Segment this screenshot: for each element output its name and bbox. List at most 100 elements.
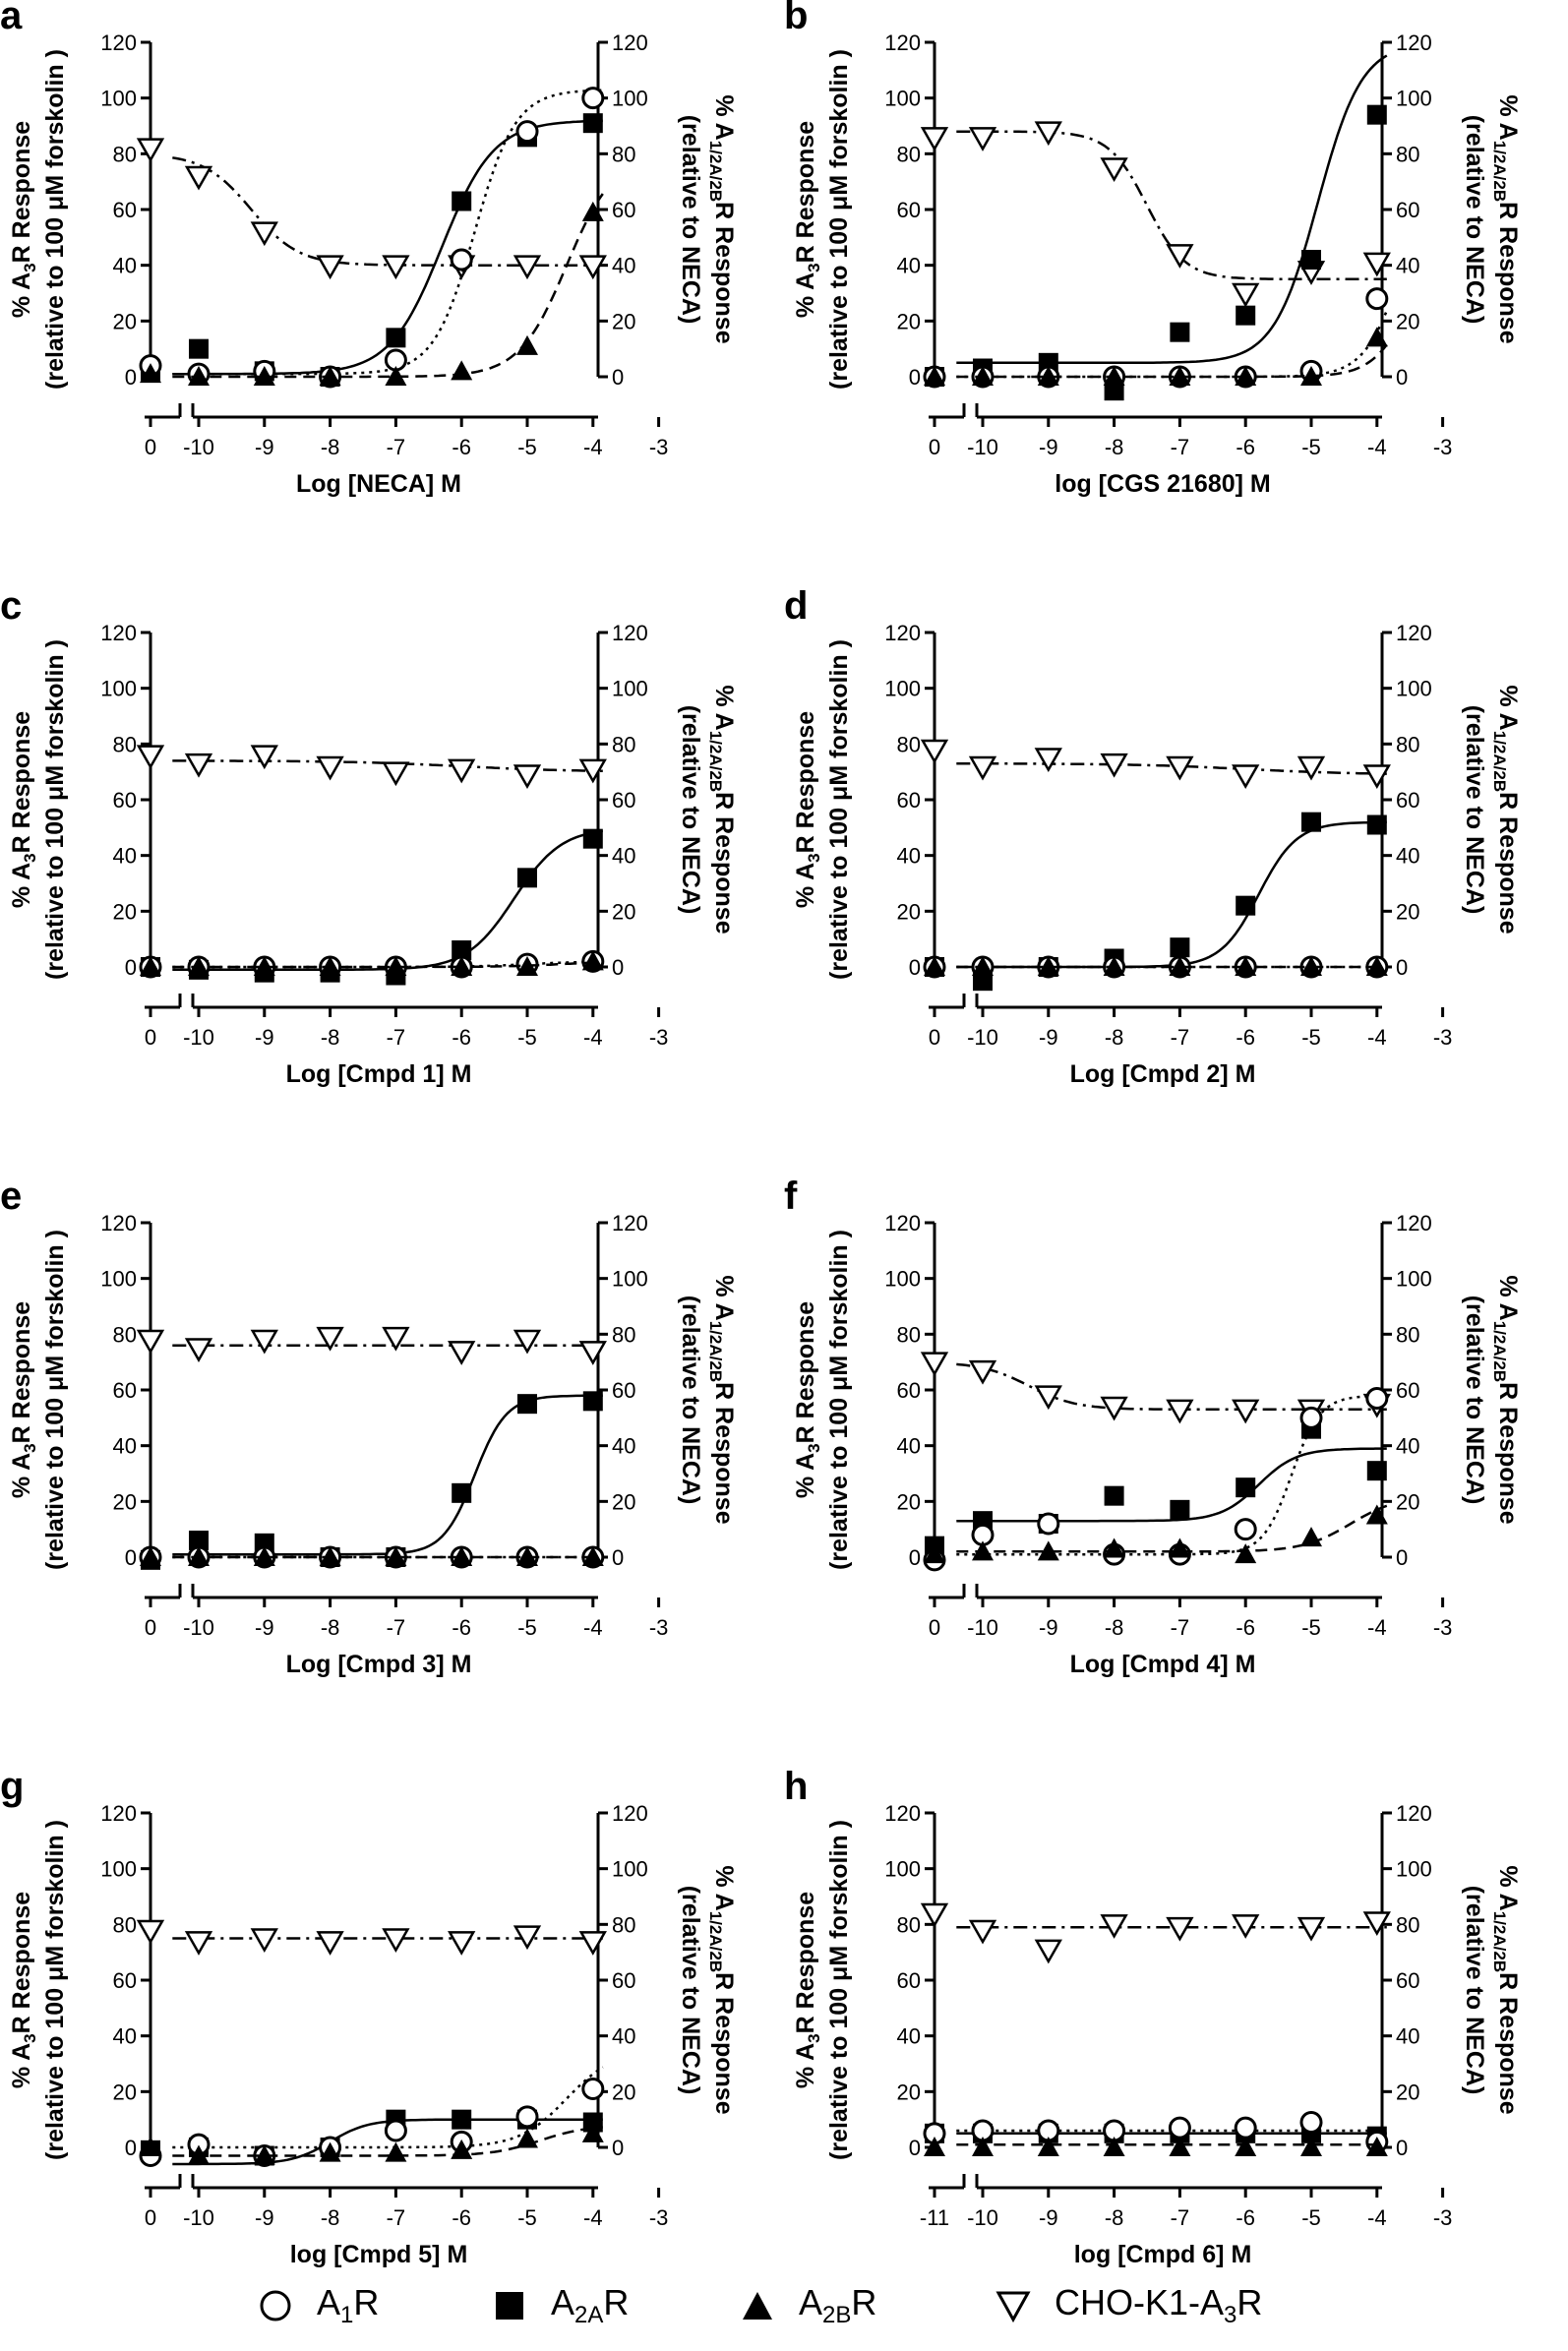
x-tick-label: -4 xyxy=(583,435,603,459)
x-tick-label: -10 xyxy=(967,1615,998,1640)
right-axis-title-line1: % A1/2A/2BR Response xyxy=(706,685,738,934)
left-y-tick-label: 80 xyxy=(897,1322,921,1347)
chart-svg: 0 20 40 60 80 100 120 0 20 40 60 80 100 120 0 -10 -9 -8 -7… xyxy=(8,621,738,1088)
right-axis-title-line2: (relative to NECA) xyxy=(1461,705,1488,915)
x-axis-label: Log [Cmpd 4] M xyxy=(1070,1651,1256,1678)
left-y-tick-label: 80 xyxy=(113,732,137,756)
data-point-a2br xyxy=(1103,366,1125,386)
data-point-a2br xyxy=(1103,1537,1125,1558)
left-axis-title-line2: (relative to 100 μM forskolin ) xyxy=(825,49,853,390)
left-y-tick-label: 40 xyxy=(113,2024,137,2049)
left-y-tick-label: 0 xyxy=(125,2136,137,2160)
left-axis-title: % A3R Response (relative to 100 μM forsko… xyxy=(792,639,853,980)
left-y-tick-label: 120 xyxy=(884,1211,921,1236)
right-y-tick-label: 120 xyxy=(612,30,648,55)
data-point-a2br xyxy=(1169,366,1191,386)
left-y-tick-label: 20 xyxy=(113,899,137,924)
data-point-a1r xyxy=(1234,2116,1257,2140)
control-point-a2br xyxy=(924,366,945,386)
left-axis-title-line1: % A3R Response xyxy=(792,711,823,908)
x-tick-label: -11 xyxy=(920,2205,949,2230)
left-axis-title-line2: (relative to 100 μM forskolin ) xyxy=(825,1230,853,1570)
data-point-a1r xyxy=(1234,1518,1257,1541)
right-y-tick-label: 20 xyxy=(612,1489,635,1514)
left-y-tick-label: 0 xyxy=(909,2136,921,2160)
right-y-tick-label: 40 xyxy=(612,1434,635,1459)
right-y-tick-label: 0 xyxy=(612,2136,624,2160)
left-y-tick-label: 20 xyxy=(897,309,921,333)
x-tick-label: -5 xyxy=(517,1025,537,1050)
data-point-a1r xyxy=(1365,287,1389,311)
legend: A1R A2AR A2BR CHO-K1-A3R xyxy=(0,2270,1568,2341)
x-tick-label: -6 xyxy=(452,1025,471,1050)
x-tick-label: -7 xyxy=(387,2205,406,2230)
right-axis-title-line1: % A1/2A/2BR Response xyxy=(1490,94,1522,343)
data-point-a2br xyxy=(972,956,994,976)
x-tick-label: -7 xyxy=(1171,2205,1190,2230)
data-point-a2br xyxy=(1235,366,1257,386)
right-y-tick-label: 80 xyxy=(1396,732,1419,756)
data-point-a2br xyxy=(1169,1537,1191,1558)
fit-curve-cho-k1-a3r xyxy=(956,130,1387,281)
x-tick-label: -3 xyxy=(1433,435,1453,459)
left-y-tick-label: 120 xyxy=(884,621,921,645)
right-axis-title: % A1/2A/2BR Response(relative to NECA) xyxy=(1461,94,1522,343)
right-y-tick-label: 80 xyxy=(612,1322,635,1347)
x-tick-label: -5 xyxy=(1301,435,1321,459)
data-point-cho-k1-a3r xyxy=(184,1338,213,1363)
data-point-a2br xyxy=(1300,1527,1322,1547)
data-point-cho-k1-a3r xyxy=(250,221,278,247)
left-axis-title: % A3R Response (relative to 100 μM forsko… xyxy=(792,1230,853,1570)
right-y-tick-label: 60 xyxy=(1396,788,1419,813)
right-axis-title-line1: % A1/2A/2BR Response xyxy=(1490,685,1522,934)
data-point-a2br xyxy=(581,1546,604,1566)
data-point-a2ar xyxy=(452,940,472,960)
left-y-tick-label: 40 xyxy=(897,844,921,869)
data-point-cho-k1-a3r xyxy=(382,1928,410,1954)
left-axis-title-line1: % A3R Response xyxy=(792,121,823,318)
x-tick-label: -5 xyxy=(1301,2205,1321,2230)
x-axis-label: log [Cmpd 5] M xyxy=(290,2241,468,2268)
data-point-a2ar xyxy=(1104,1485,1124,1506)
data-point-a2br xyxy=(516,956,538,976)
data-point-cho-k1-a3r xyxy=(316,255,344,280)
left-axis-title-line1: % A3R Response xyxy=(8,121,39,318)
left-y-tick-label: 100 xyxy=(100,1857,137,1882)
x-tick-label: -10 xyxy=(967,1025,998,1050)
x-tick-label: -9 xyxy=(255,1025,274,1050)
right-axis-title-line1: % A1/2A/2BR Response xyxy=(1490,1275,1522,1524)
right-y-tick-label: 60 xyxy=(612,1968,635,1993)
data-point-a2br xyxy=(319,366,341,386)
left-axis-title-line2: (relative to 100 μM forskolin ) xyxy=(825,1820,853,2160)
data-point-cho-k1-a3r xyxy=(1100,753,1128,778)
right-y-tick-label: 120 xyxy=(1396,1211,1432,1236)
data-point-a1r xyxy=(581,2078,605,2100)
data-point-a1r xyxy=(1037,1512,1060,1536)
left-y-tick-label: 20 xyxy=(897,1489,921,1514)
data-point-a2br xyxy=(1300,956,1322,976)
data-point-cho-k1-a3r xyxy=(448,1341,476,1365)
data-point-a2br xyxy=(1365,327,1388,347)
right-y-tick-label: 80 xyxy=(612,1912,635,1937)
data-point-a2ar xyxy=(1366,1461,1387,1481)
fit-curve-a2ar xyxy=(956,54,1388,365)
left-y-tick-label: 80 xyxy=(897,732,921,756)
right-y-tick-label: 40 xyxy=(1396,844,1419,869)
right-y-tick-label: 120 xyxy=(612,1211,648,1236)
data-point-a2br xyxy=(1037,956,1059,976)
panel-label: g xyxy=(0,1765,25,1808)
chart-panel-e: e 0 20 40 60 80 100 120 0 20 40 60 80 100 120 0 -10 -9 -8 -… xyxy=(0,1175,777,1761)
left-y-tick-label: 20 xyxy=(897,2080,921,2104)
right-y-tick-label: 100 xyxy=(612,1857,648,1882)
left-y-tick-label: 100 xyxy=(100,677,137,701)
right-axis-title: % A1/2A/2BR Response(relative to NECA) xyxy=(677,1865,738,2114)
fit-curve-a1r xyxy=(172,89,603,376)
data-point-cho-k1-a3r xyxy=(382,255,410,280)
right-y-tick-label: 100 xyxy=(612,677,648,701)
right-y-tick-label: 100 xyxy=(1396,1857,1432,1882)
right-y-tick-label: 20 xyxy=(1396,309,1419,333)
data-point-a1r xyxy=(515,120,539,144)
left-axis-title-line2: (relative to 100 μM forskolin ) xyxy=(41,1820,69,2160)
fit-curve-a2ar xyxy=(956,1447,1387,1523)
left-axis-title: % A3R Response (relative to 100 μM forsko… xyxy=(8,49,69,390)
